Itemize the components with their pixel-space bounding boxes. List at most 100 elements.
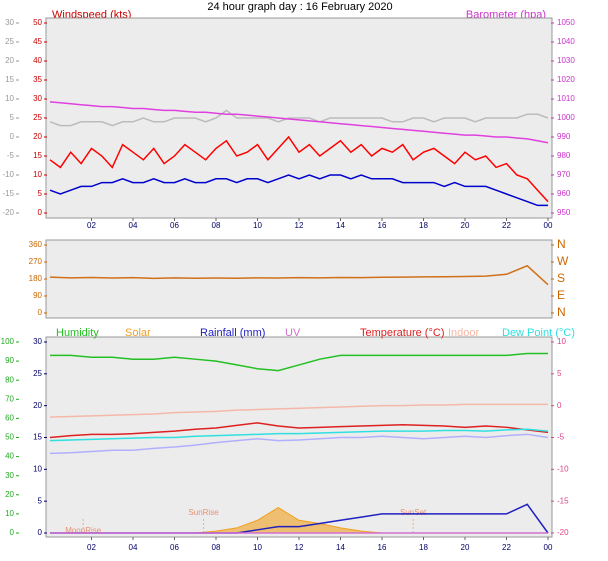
tick-label: 10: [5, 94, 14, 103]
tick-label: 5: [38, 496, 43, 505]
tick-label: 270: [29, 257, 43, 266]
tick-label: 15: [33, 151, 42, 160]
series-line: [49, 135, 549, 203]
x-tick-label: 06: [170, 543, 179, 552]
x-tick-label: 12: [295, 221, 304, 230]
tick-label: -15: [2, 189, 14, 198]
tick-label: -10: [2, 170, 14, 179]
tick-label: 5: [557, 369, 562, 378]
tick-label: 0: [557, 401, 562, 410]
tick-label: 50: [33, 18, 42, 27]
tick-label: 360: [29, 240, 43, 249]
x-tick-label: 20: [461, 543, 470, 552]
tick-label: 10: [33, 464, 42, 473]
tick-label: 15: [5, 75, 14, 84]
tick-label: 80: [5, 375, 14, 384]
tick-label: 30: [5, 18, 14, 27]
tick-label: 0: [38, 528, 43, 537]
x-tick-label: 18: [419, 221, 428, 230]
tick-label: 1040: [557, 37, 575, 46]
tick-label: 1050: [557, 18, 575, 27]
tick-label: 40: [33, 56, 42, 65]
tick-label: 0: [38, 208, 43, 217]
x-tick-label: 04: [129, 543, 138, 552]
tick-label: -20: [2, 208, 14, 217]
tick-label: 950: [557, 208, 571, 217]
x-tick-label: 02: [87, 221, 96, 230]
legend-entry: Indoor: [448, 327, 480, 339]
tick-label: 30: [33, 337, 42, 346]
x-tick-label: 12: [295, 543, 304, 552]
x-tick-label: 00: [544, 221, 553, 230]
tick-label: 970: [557, 170, 571, 179]
x-tick-label: 08: [212, 221, 221, 230]
tick-label: 20: [5, 490, 14, 499]
tick-label: 100: [1, 337, 15, 346]
tick-label: 25: [33, 113, 42, 122]
plot-background: [45, 239, 553, 319]
tick-label: 0: [10, 132, 15, 141]
annotation: SunRise: [188, 508, 219, 517]
tick-label: 1000: [557, 113, 575, 122]
tick-label: N: [557, 305, 566, 319]
x-tick-label: 16: [378, 221, 387, 230]
annotation: MoonRise: [65, 526, 102, 535]
x-tick-label: 10: [253, 221, 262, 230]
tick-label: 20: [33, 132, 42, 141]
x-tick-label: 20: [461, 221, 470, 230]
legend-entry: Solar: [125, 327, 151, 339]
x-tick-label: 10: [253, 543, 262, 552]
tick-label: 60: [5, 414, 14, 423]
legend-entry: Dew Point (°C): [502, 327, 575, 339]
series-line: [49, 174, 548, 207]
series-line: [49, 264, 549, 286]
legend-entry: Rainfall (mm): [200, 327, 265, 339]
tick-label: 1030: [557, 56, 575, 65]
tick-label: 960: [557, 189, 571, 198]
tick-label: -15: [557, 496, 569, 505]
tick-label: 0: [10, 528, 15, 537]
tick-label: -10: [557, 464, 569, 473]
series-line: [49, 428, 549, 442]
tick-label: 1020: [557, 75, 575, 84]
x-tick-label: 22: [502, 543, 511, 552]
tick-label: 50: [5, 433, 14, 442]
tick-label: 10: [33, 170, 42, 179]
tick-label: 45: [33, 37, 42, 46]
legend-entry: Temperature (°C): [360, 327, 444, 339]
series-line: [49, 101, 549, 144]
x-tick-label: 02: [87, 543, 96, 552]
tick-label: 980: [557, 151, 571, 160]
tick-label: 25: [5, 37, 14, 46]
tick-label: -20: [557, 528, 569, 537]
series-line: [50, 352, 548, 372]
x-tick-label: 04: [129, 221, 138, 230]
x-tick-label: 06: [170, 221, 179, 230]
tick-label: 35: [33, 75, 42, 84]
tick-label: 90: [5, 356, 14, 365]
series-line: [49, 403, 548, 418]
series-line: [49, 422, 549, 439]
tick-label: 40: [5, 452, 14, 461]
x-tick-label: 14: [336, 543, 345, 552]
tick-label: 5: [38, 189, 43, 198]
tick-label: 10: [5, 509, 14, 518]
annotation: SunSet: [400, 508, 427, 517]
tick-label: -5: [7, 151, 15, 160]
legend-entry: UV: [285, 327, 301, 339]
tick-label: 10: [557, 337, 566, 346]
x-tick-label: 08: [212, 543, 221, 552]
tick-label: 180: [29, 274, 43, 283]
x-tick-label: 22: [502, 221, 511, 230]
tick-label: 5: [10, 113, 15, 122]
tick-label: 70: [5, 394, 14, 403]
chart-title: 24 hour graph day : 16 February 2020: [207, 1, 392, 13]
tick-label: W: [557, 254, 569, 268]
x-tick-label: 16: [378, 543, 387, 552]
tick-label: E: [557, 288, 565, 302]
tick-label: 20: [5, 56, 14, 65]
tick-label: N: [557, 237, 566, 251]
series-line: [49, 433, 549, 455]
tick-label: 20: [33, 401, 42, 410]
